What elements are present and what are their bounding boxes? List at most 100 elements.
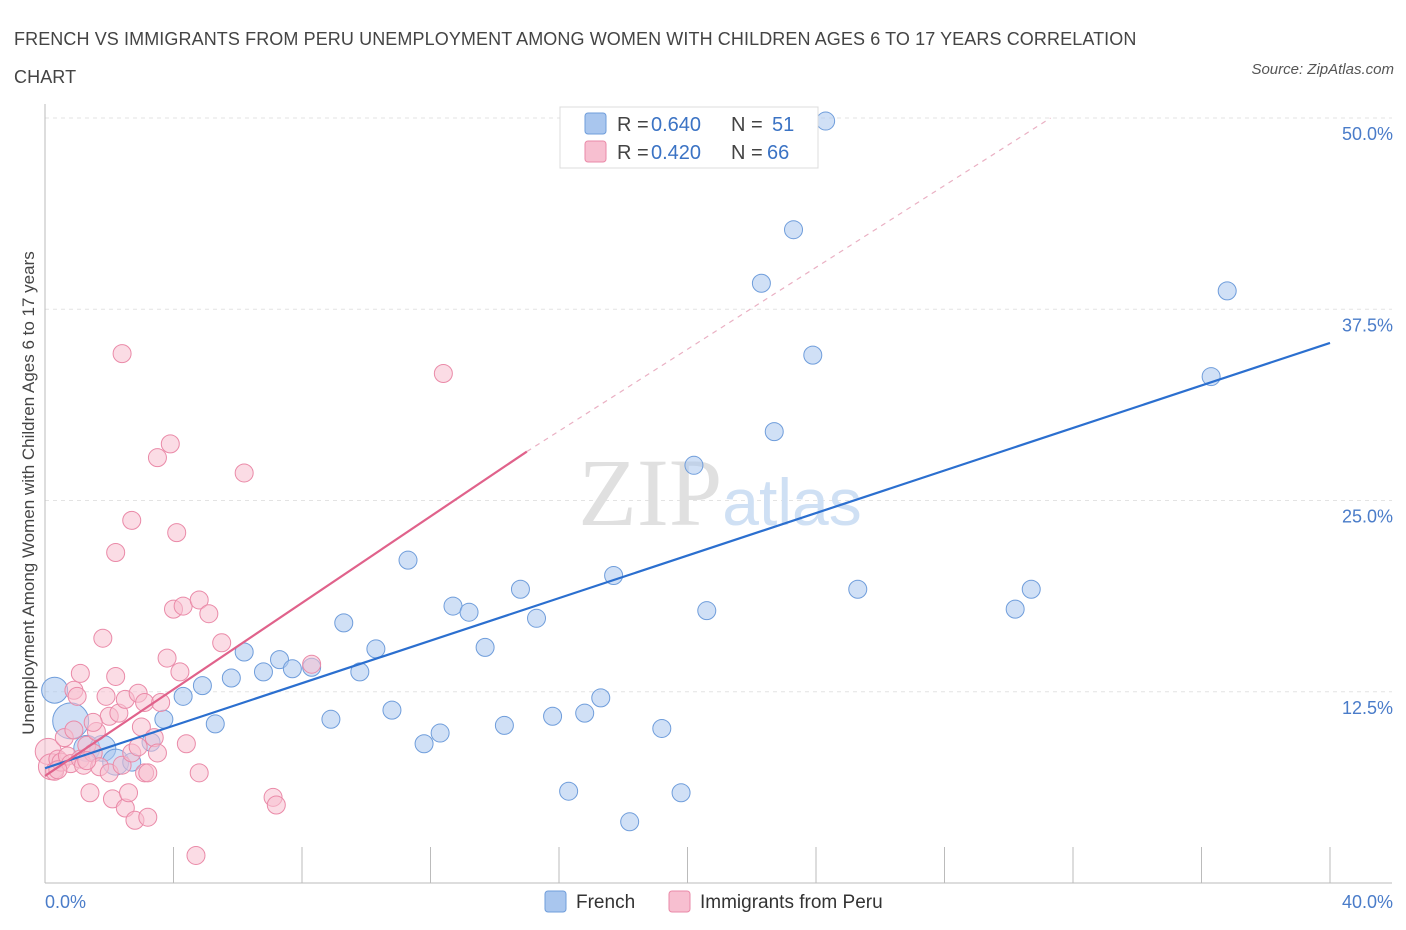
- legend-label-french: French: [576, 892, 635, 913]
- peru-point-52: [189, 763, 209, 783]
- peru-point-48: [170, 662, 190, 682]
- french-point-17: [321, 709, 341, 729]
- legend-swatch-french: [584, 112, 607, 135]
- french-point-37: [652, 718, 672, 738]
- x-tick-label-0: 0.0%: [45, 892, 86, 912]
- legend-r-french: 0.640: [651, 114, 701, 136]
- french-point-15: [282, 659, 302, 679]
- peru-point-56: [234, 463, 254, 483]
- peru-point-23: [106, 666, 126, 686]
- french-point-44: [803, 345, 823, 365]
- correlation-legend: R = 0.640 N = 51 R = 0.420 N = 66: [559, 106, 819, 169]
- svg-text:N =: N =: [731, 114, 763, 136]
- peru-point-39: [138, 807, 158, 827]
- french-point-46: [848, 579, 868, 599]
- french-point-30: [527, 608, 547, 628]
- french-point-25: [443, 596, 463, 616]
- peru-point-32: [122, 510, 142, 530]
- y-tick-label-2: 37.5%: [1342, 315, 1393, 335]
- french-point-23: [414, 734, 434, 754]
- peru-point-54: [199, 604, 219, 624]
- french-point-20: [366, 639, 386, 659]
- french-point-31: [543, 706, 563, 726]
- french-point-19: [350, 662, 370, 682]
- legend-swatch-peru: [584, 140, 607, 163]
- peru-point-27: [112, 344, 132, 364]
- french-point-21: [382, 700, 402, 720]
- french-point-32: [559, 781, 579, 801]
- bottom-swatch-peru: [668, 890, 691, 913]
- peru-point-42: [147, 448, 167, 468]
- y-axis-label: Unemployment Among Women with Children A…: [19, 251, 38, 735]
- peru-point-43: [151, 692, 171, 712]
- french-point-38: [671, 783, 691, 803]
- french-point-40: [697, 601, 717, 621]
- tick-labels: 12.5% 25.0% 37.5% 50.0% 0.0% 40.0%: [45, 124, 1393, 912]
- french-point-34: [591, 688, 611, 708]
- grid-lines: [45, 117, 1392, 693]
- legend-n-peru: 66: [767, 142, 789, 164]
- series-legend: French Immigrants from Peru: [544, 890, 883, 913]
- peru-point-51: [186, 845, 206, 865]
- french-point-14: [270, 650, 290, 670]
- peru-point-47: [167, 523, 187, 543]
- peru-point-49: [173, 596, 193, 616]
- french-point-24: [430, 723, 450, 743]
- peru-point-53: [189, 590, 209, 610]
- y-tick-label-0: 12.5%: [1342, 698, 1393, 718]
- french-point-9: [192, 676, 212, 696]
- svg-text:N =: N =: [731, 142, 763, 164]
- french-point-41: [751, 273, 771, 293]
- peru-point-9: [67, 686, 87, 706]
- peru-point-30: [119, 783, 139, 803]
- french-trend-line: [44, 341, 1331, 770]
- y-tick-label-3: 50.0%: [1342, 124, 1393, 144]
- peru-point-44: [157, 648, 177, 668]
- french-point-18: [334, 613, 354, 633]
- french-point-47: [1005, 599, 1025, 619]
- peru-point-59: [302, 654, 322, 674]
- peru-point-55: [212, 633, 232, 653]
- french-point-39: [684, 455, 704, 475]
- french-point-29: [510, 579, 530, 599]
- legend-n-french: 51: [772, 114, 794, 136]
- peru-trend-line: [44, 450, 528, 777]
- peru-point-58: [266, 795, 286, 815]
- axes: [44, 104, 1392, 884]
- french-point-8: [173, 686, 193, 706]
- peru-point-19: [96, 686, 116, 706]
- french-point-48: [1021, 579, 1041, 599]
- svg-text:R =: R =: [617, 142, 649, 164]
- peru-point-41: [147, 743, 167, 763]
- french-point-33: [575, 703, 595, 723]
- chart-title: FRENCH VS IMMIGRANTS FROM PERU UNEMPLOYM…: [14, 29, 1137, 87]
- legend-label-peru: Immigrants from Peru: [700, 892, 883, 913]
- peru-point-24: [106, 543, 126, 563]
- french-point-35: [604, 565, 624, 585]
- french-point-36: [620, 812, 640, 832]
- french-point-42: [764, 422, 784, 442]
- peru-points: [34, 344, 453, 865]
- french-point-28: [494, 715, 514, 735]
- peru-point-14: [80, 783, 100, 803]
- french-point-26: [459, 602, 479, 622]
- peru-point-60: [433, 364, 453, 384]
- french-point-27: [475, 637, 495, 657]
- y-tick-label-1: 25.0%: [1342, 507, 1393, 527]
- french-point-10: [205, 714, 225, 734]
- peru-trend-extension: [526, 117, 1051, 453]
- french-point-11: [221, 668, 241, 688]
- peru-point-50: [176, 734, 196, 754]
- peru-point-62: [64, 720, 84, 740]
- peru-point-38: [138, 763, 158, 783]
- peru-point-18: [93, 628, 113, 648]
- french-point-7: [154, 709, 174, 729]
- peru-point-45: [160, 434, 180, 454]
- french-point-50: [1217, 281, 1237, 301]
- trend-lines: [44, 117, 1331, 777]
- watermark: ZIPatlas: [578, 439, 861, 546]
- bottom-swatch-french: [544, 890, 567, 913]
- french-point-45: [816, 111, 836, 131]
- french-point-43: [784, 220, 804, 240]
